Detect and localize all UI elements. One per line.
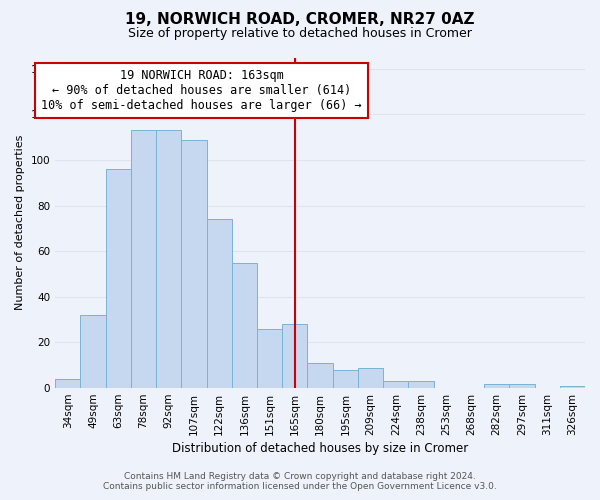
Bar <box>156 130 181 388</box>
Bar <box>383 381 409 388</box>
Bar <box>358 368 383 388</box>
Bar <box>560 386 585 388</box>
Bar <box>80 315 106 388</box>
Bar <box>131 130 156 388</box>
Y-axis label: Number of detached properties: Number of detached properties <box>15 135 25 310</box>
Bar <box>257 329 282 388</box>
Text: 19, NORWICH ROAD, CROMER, NR27 0AZ: 19, NORWICH ROAD, CROMER, NR27 0AZ <box>125 12 475 28</box>
Bar <box>282 324 307 388</box>
Bar <box>484 384 509 388</box>
Bar <box>332 370 358 388</box>
X-axis label: Distribution of detached houses by size in Cromer: Distribution of detached houses by size … <box>172 442 468 455</box>
Bar <box>55 379 80 388</box>
Bar <box>181 140 206 388</box>
Bar <box>206 220 232 388</box>
Text: Contains HM Land Registry data © Crown copyright and database right 2024.
Contai: Contains HM Land Registry data © Crown c… <box>103 472 497 491</box>
Bar <box>409 381 434 388</box>
Bar <box>509 384 535 388</box>
Text: Size of property relative to detached houses in Cromer: Size of property relative to detached ho… <box>128 28 472 40</box>
Bar <box>232 262 257 388</box>
Bar <box>307 363 332 388</box>
Bar <box>106 169 131 388</box>
Text: 19 NORWICH ROAD: 163sqm
← 90% of detached houses are smaller (614)
10% of semi-d: 19 NORWICH ROAD: 163sqm ← 90% of detache… <box>41 69 362 112</box>
